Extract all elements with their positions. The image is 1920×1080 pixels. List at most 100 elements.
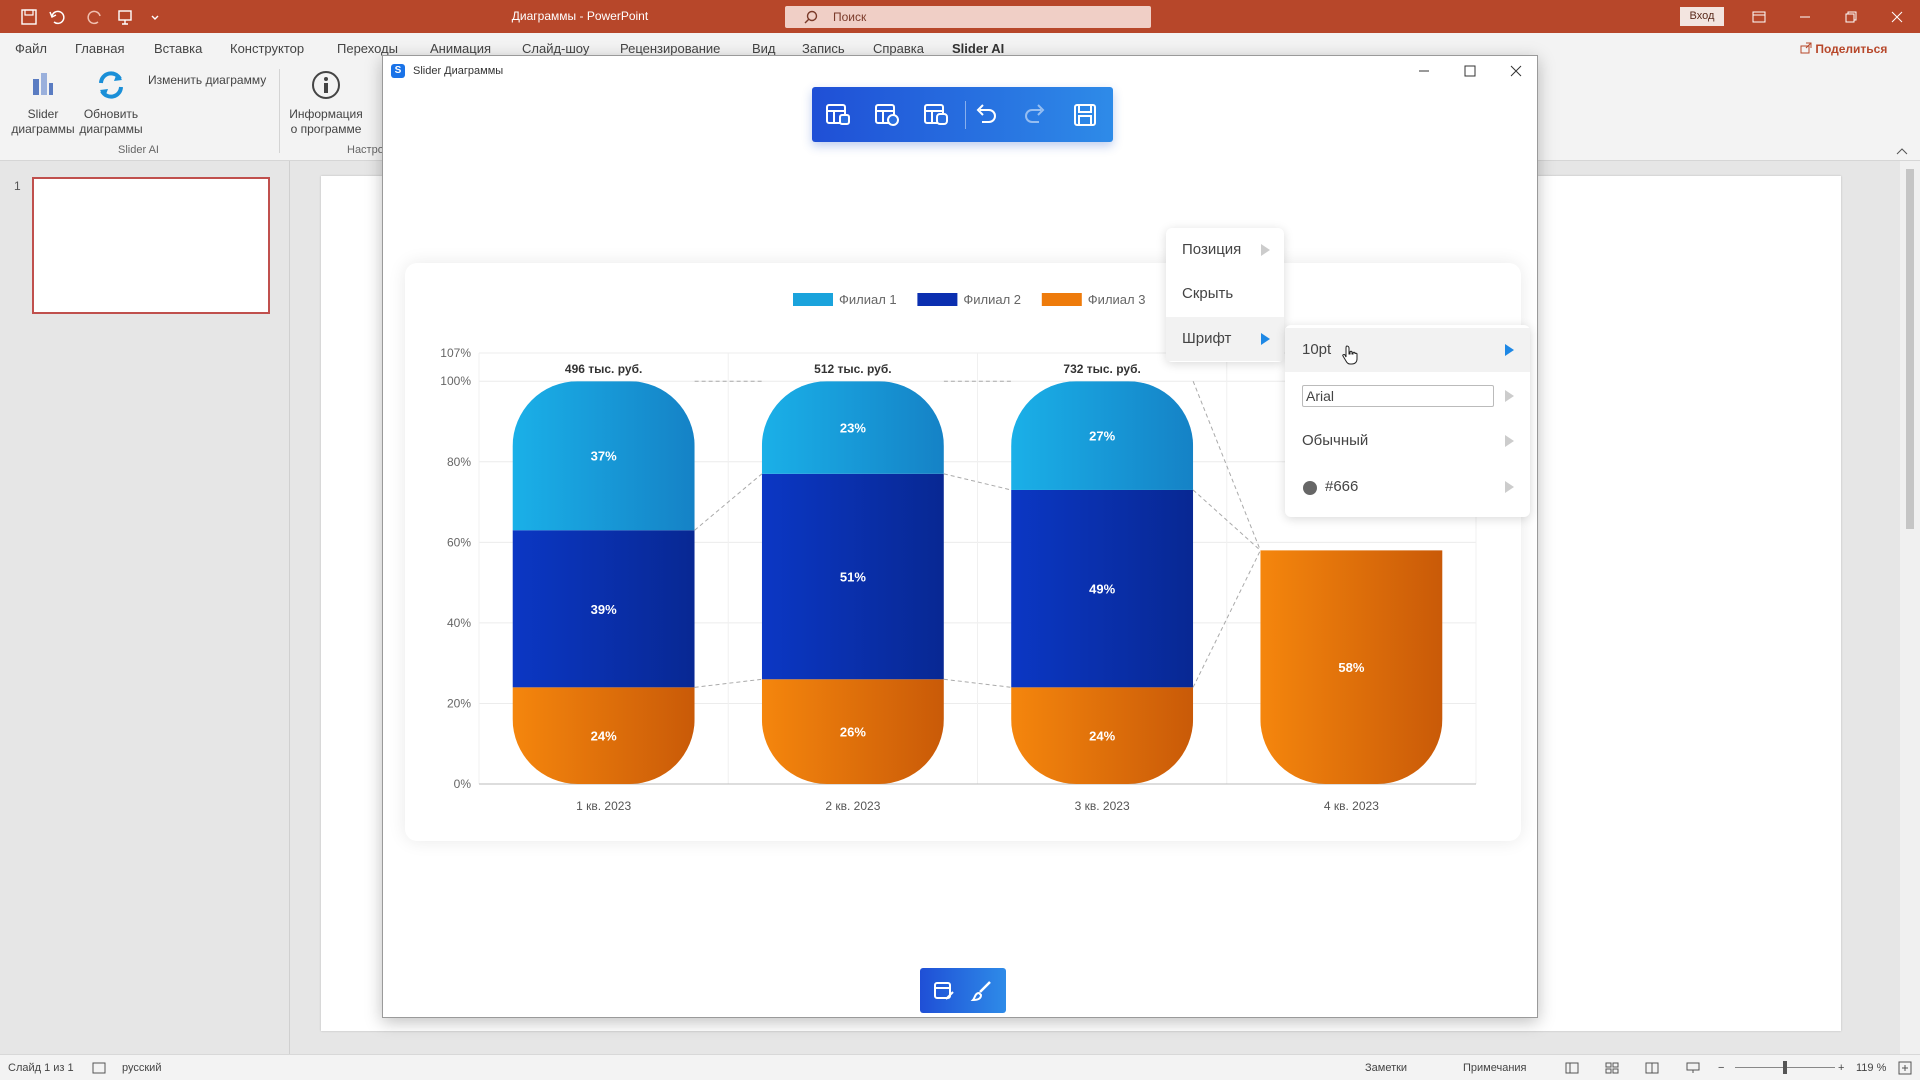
- tab-record[interactable]: Запись: [802, 41, 845, 56]
- data-label: 23%: [840, 421, 866, 436]
- search-icon: [804, 10, 818, 24]
- connector-line: [1192, 381, 1261, 551]
- dialog-close-button[interactable]: [1493, 56, 1539, 86]
- comments-button[interactable]: Примечания: [1463, 1062, 1527, 1074]
- menu-item-hide[interactable]: Скрыть: [1166, 272, 1284, 316]
- tab-view[interactable]: Вид: [752, 41, 776, 56]
- data-label: 51%: [840, 570, 866, 585]
- restore-icon: [1845, 11, 1857, 22]
- data-label: 39%: [591, 602, 617, 617]
- reading-view-icon[interactable]: [1645, 1062, 1659, 1074]
- group-label-slider-ai: Slider AI: [118, 144, 159, 156]
- tab-file[interactable]: Файл: [15, 41, 47, 56]
- share-button[interactable]: Поделиться: [1800, 37, 1910, 61]
- legend-label: Филиал 3: [1088, 292, 1146, 307]
- ribbon-display-button[interactable]: [1736, 0, 1782, 33]
- submenu-arrow-icon: [1505, 481, 1514, 493]
- dialog-maximize-button[interactable]: [1447, 56, 1493, 86]
- ribbon-display-icon: [1752, 11, 1766, 22]
- close-button[interactable]: [1874, 0, 1920, 33]
- font-family-item[interactable]: [1285, 374, 1530, 418]
- save-icon[interactable]: [20, 8, 38, 26]
- tab-slideshow[interactable]: Слайд-шоу: [522, 41, 590, 56]
- bar-segment: [761, 473, 944, 680]
- menu-item-position[interactable]: Позиция: [1166, 228, 1284, 272]
- spellcheck-icon[interactable]: [92, 1062, 106, 1074]
- menu-item-font[interactable]: Шрифт: [1166, 317, 1284, 361]
- tab-home[interactable]: Главная: [75, 41, 125, 56]
- chart-card[interactable]: 0% 20% 40% 60% 80% 100% 107% Филиал 1 Филиал 2 Фи…: [405, 263, 1521, 841]
- hand-cursor-icon: [1342, 345, 1358, 365]
- total-label: 512 тыс. руб.: [814, 362, 891, 376]
- chart-data-icon[interactable]: [873, 101, 901, 129]
- data-label: 49%: [1089, 582, 1115, 597]
- bottom-toolbar: [920, 968, 1006, 1013]
- scrollbar-thumb[interactable]: [1906, 169, 1914, 529]
- zoom-out-button[interactable]: −: [1718, 1062, 1725, 1074]
- slide-thumbnail[interactable]: [32, 177, 270, 314]
- tab-help[interactable]: Справка: [873, 41, 924, 56]
- y-tick-label: 107%: [440, 346, 471, 360]
- brush-icon[interactable]: [970, 979, 994, 1003]
- bar-segment: [1011, 381, 1194, 490]
- undo-icon[interactable]: [972, 101, 1000, 129]
- language[interactable]: русский: [122, 1062, 162, 1074]
- tab-animation[interactable]: Анимация: [430, 41, 492, 56]
- dialog-minimize-button[interactable]: [1401, 56, 1447, 86]
- restore-button[interactable]: [1828, 0, 1874, 33]
- font-size-item[interactable]: 10pt: [1285, 328, 1530, 372]
- zoom-slider-handle[interactable]: [1783, 1061, 1787, 1074]
- search-box[interactable]: Поиск: [785, 6, 1151, 28]
- maximize-icon: [1464, 65, 1476, 77]
- search-placeholder: Поиск: [833, 10, 867, 24]
- minimize-icon: [1800, 16, 1810, 17]
- share-icon: [1800, 42, 1812, 54]
- about-button[interactable]: Информация о программе: [286, 69, 366, 137]
- slider-charts-button[interactable]: Slider диаграммы: [10, 69, 76, 137]
- collapse-ribbon-icon[interactable]: [1896, 147, 1908, 155]
- redo-icon[interactable]: [1021, 101, 1049, 129]
- stacked-bar-chart[interactable]: 0% 20% 40% 60% 80% 100% 107% Филиал 1 Филиал 2 Фи…: [405, 263, 1521, 841]
- bar-segment: [1260, 550, 1443, 784]
- y-tick-label: 60%: [447, 535, 471, 549]
- menu-item-label: Скрыть: [1182, 285, 1234, 302]
- slide-sorter-icon[interactable]: [1605, 1062, 1619, 1074]
- tab-insert[interactable]: Вставка: [154, 41, 203, 56]
- normal-view-icon[interactable]: [1565, 1062, 1579, 1074]
- undo-icon[interactable]: [48, 8, 66, 26]
- font-family-input[interactable]: [1302, 385, 1494, 407]
- save-icon[interactable]: [1071, 101, 1099, 129]
- submenu-arrow-icon: [1505, 344, 1514, 356]
- fit-slide-icon[interactable]: [1898, 1061, 1912, 1075]
- font-size-value: 10pt: [1302, 341, 1332, 358]
- vertical-scrollbar[interactable]: [1900, 161, 1920, 1054]
- bar-segment: [512, 687, 695, 784]
- minimize-button[interactable]: [1782, 0, 1828, 33]
- signin-button[interactable]: Вход: [1680, 7, 1724, 26]
- zoom-in-button[interactable]: +: [1838, 1062, 1845, 1074]
- notes-button[interactable]: Заметки: [1365, 1062, 1408, 1074]
- edit-chart-button[interactable]: Изменить диаграмму: [148, 73, 267, 87]
- document-title: Диаграммы - PowerPoint: [511, 9, 649, 23]
- refresh-charts-button[interactable]: Обновить диаграммы: [78, 69, 144, 137]
- font-color-value: #666: [1325, 478, 1359, 495]
- present-icon[interactable]: [116, 8, 134, 26]
- y-tick-label: 80%: [447, 455, 471, 469]
- tab-design[interactable]: Конструктор: [230, 41, 305, 56]
- tab-review[interactable]: Рецензирование: [620, 41, 721, 56]
- info-icon: [312, 71, 340, 99]
- tab-slider-ai[interactable]: Slider AI: [952, 41, 1005, 56]
- slideshow-view-icon[interactable]: [1686, 1062, 1700, 1074]
- chart-settings-icon[interactable]: [922, 101, 950, 129]
- chart-template-icon[interactable]: [824, 101, 852, 129]
- redo-icon[interactable]: [86, 8, 104, 26]
- color-swatch: [1303, 481, 1317, 495]
- font-color-item[interactable]: #666: [1285, 465, 1530, 509]
- zoom-level[interactable]: 119 %: [1856, 1062, 1887, 1074]
- ribbon-separator: [279, 69, 280, 153]
- refresh-icon: [99, 71, 123, 99]
- tab-transitions[interactable]: Переходы: [337, 41, 398, 56]
- customize-qa-icon[interactable]: [146, 8, 164, 26]
- font-style-item[interactable]: Обычный: [1285, 419, 1530, 463]
- edit-data-icon[interactable]: [932, 979, 956, 1003]
